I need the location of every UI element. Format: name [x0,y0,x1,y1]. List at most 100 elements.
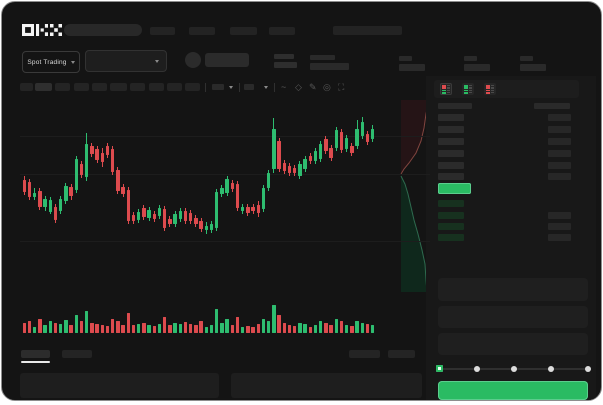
candle-body [339,132,344,150]
buy-submit-button[interactable] [438,381,588,400]
settings-icon[interactable]: ◎ [323,82,331,92]
candle-body [266,173,271,188]
bid-row-amount[interactable] [548,234,571,241]
volume-bar [220,323,224,333]
order-form-field[interactable] [438,333,588,355]
instrument-dropdown[interactable] [85,50,167,72]
candle-body [183,211,188,221]
volume-bar [199,321,203,333]
ask-row-amount[interactable] [548,126,571,133]
timeframe-button[interactable] [149,83,164,91]
bid-row-price[interactable] [438,200,464,207]
volume-bar [272,305,276,333]
search-input[interactable] [64,24,142,36]
gridline [20,136,430,137]
volume-bar [147,325,151,333]
book-view-asks-icon[interactable] [484,83,496,95]
ask-row-amount[interactable] [548,173,571,180]
draw-tool-icon[interactable]: ◇ [295,82,302,92]
stat-value [520,64,546,71]
bid-row-amount[interactable] [548,212,571,219]
volume-bar [142,323,146,333]
candle-body [344,138,349,149]
ask-row-price[interactable] [438,162,464,169]
footer-control[interactable] [349,350,380,358]
book-view-combined-icon[interactable] [440,83,452,95]
amount-slider-handle[interactable] [436,365,443,372]
chevron-down-icon [155,60,159,63]
candle-body [370,129,375,139]
order-form-field[interactable] [438,306,588,328]
candle-body [157,208,162,216]
ask-row-price[interactable] [438,114,464,121]
bid-row-amount[interactable] [548,223,571,230]
line-style-icon[interactable]: ~ [281,82,287,92]
ask-row-price[interactable] [438,173,464,180]
stat-label [399,56,412,61]
timeframe-button[interactable] [185,83,200,91]
candle-body [48,200,53,212]
ask-row-amount[interactable] [548,114,571,121]
amount-slider-dot[interactable] [548,366,554,372]
nav-item[interactable] [333,26,402,35]
book-view-bids-icon[interactable] [462,83,474,95]
amount-slider-dot[interactable] [511,366,517,372]
timeframe-button[interactable] [130,83,145,91]
candle-body [235,184,240,208]
candle-body [142,208,146,217]
candle-body [116,170,120,191]
timeframe-button-active[interactable] [35,83,52,91]
timeframe-button[interactable] [55,83,70,91]
candle-body [329,148,333,158]
amount-slider-dot[interactable] [474,366,480,372]
annotate-icon[interactable]: ✎ [309,82,317,92]
indicator-button[interactable] [212,84,224,90]
indicator-chevron-icon[interactable] [264,86,268,89]
candle-body [277,141,281,169]
ask-row-price[interactable] [438,138,464,145]
amount-slider-dot[interactable] [585,366,591,372]
footer-control[interactable] [388,350,415,358]
footer-tab[interactable] [21,350,50,358]
indicator-chevron-icon[interactable] [229,86,233,89]
timeframe-button[interactable] [20,83,33,91]
volume-bar [157,324,162,333]
timeframe-button[interactable] [167,83,182,91]
nav-item[interactable] [189,27,215,35]
volume-bar [131,325,136,333]
ask-row-amount[interactable] [548,138,571,145]
ask-row-amount[interactable] [548,150,571,157]
bid-row-price[interactable] [438,212,464,219]
nav-item[interactable] [269,27,295,35]
volume-bar [43,325,47,333]
nav-item[interactable] [230,27,257,35]
candle-body [292,168,297,173]
candle-body [168,219,172,224]
market-type-dropdown[interactable]: Spot Trading [22,51,80,73]
indicator-button[interactable] [244,84,254,90]
timeframe-button[interactable] [74,83,89,91]
candle-body [308,156,313,161]
candle-body [272,129,276,169]
last-price-badge[interactable] [438,183,471,194]
stat-label [464,56,477,61]
chevron-down-icon [70,60,75,64]
ask-row-amount[interactable] [548,162,571,169]
footer-tab[interactable] [62,350,92,358]
volume-bar [183,322,188,333]
timeframe-button[interactable] [110,83,127,91]
bid-row-price[interactable] [438,234,464,241]
nav-item[interactable] [150,27,175,35]
bid-row-price[interactable] [438,223,464,230]
volume-bar [355,321,359,333]
ask-row-price[interactable] [438,150,464,157]
order-form-field[interactable] [438,278,588,301]
stat-label [520,56,533,61]
volume-bar [188,324,193,333]
pair-selector[interactable] [205,53,249,67]
ask-row-price[interactable] [438,126,464,133]
candle-body [220,188,224,194]
timeframe-button[interactable] [92,83,107,91]
fullscreen-icon[interactable]: ⛶ [338,82,345,92]
